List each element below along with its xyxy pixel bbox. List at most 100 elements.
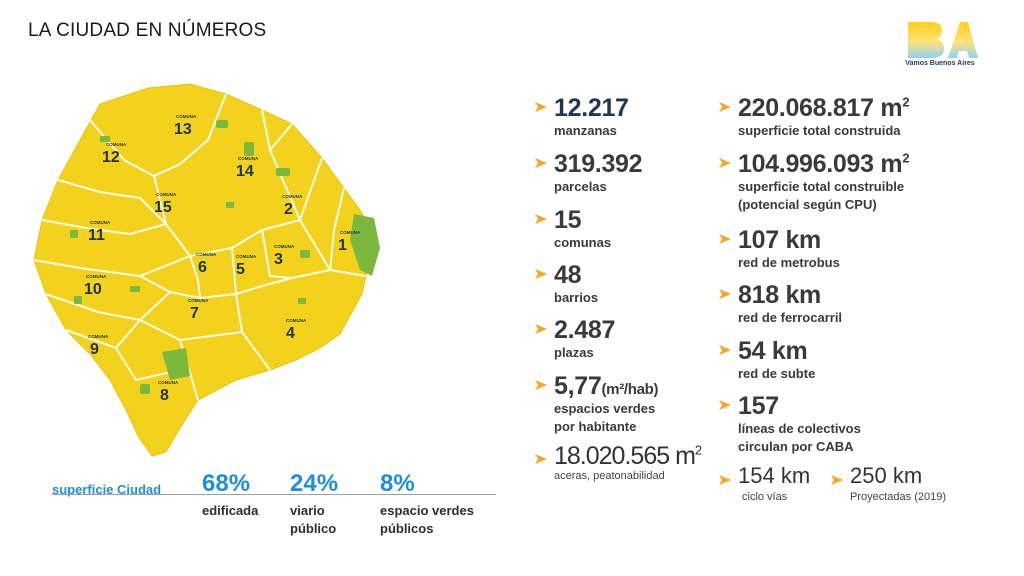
stat-label-line2: por habitante (554, 419, 637, 434)
comuna-label-1: 1 (338, 237, 347, 254)
stat-label: barrios (554, 290, 599, 305)
svg-text:COMUNA: COMUNA (88, 334, 109, 339)
stat-label: espacios verdes (554, 401, 656, 416)
stat-value: 104.996.093 m2 (738, 150, 910, 179)
stat-value: 18.020.565 m2 (554, 442, 702, 471)
comuna-label-2: 2 (284, 201, 293, 218)
comuna-captions: COMUNA COMUNA COMUNA COMUNA COMUNA COMUN… (86, 114, 361, 385)
stat-value: 2.487 (554, 316, 616, 344)
stat-label-line2: (potencial según CPU) (738, 197, 877, 212)
page-title: LA CIUDAD EN NÚMEROS (28, 20, 267, 41)
arrow-icon (535, 269, 547, 279)
stat-number: 5,77 (554, 372, 602, 400)
logo-tagline: Vamos Buenos Aires (905, 60, 975, 67)
map-outline (33, 83, 375, 457)
arrow-icon (535, 214, 547, 224)
stat-value: 48 (554, 261, 582, 289)
stat-label: red de subte (738, 366, 816, 381)
city-map: 1 2 3 4 5 6 7 8 9 10 11 12 13 14 15 COMU… (33, 83, 380, 457)
stat-label: superficie total construida (738, 123, 901, 138)
stat-label: plazas (554, 345, 594, 360)
stat-label: comunas (554, 235, 612, 250)
comuna-label-6: 6 (198, 259, 207, 276)
stat-label: manzanas (554, 123, 617, 138)
svg-text:COMUNA: COMUNA (196, 252, 217, 257)
stat-unit: (m²/hab) (601, 381, 659, 398)
arrow-icon (719, 400, 731, 410)
stat-superscript: 2 (902, 94, 910, 110)
comuna-label-3: 3 (274, 251, 283, 268)
stat-value: 15 (554, 206, 582, 234)
comuna-label-11: 11 (88, 227, 105, 244)
comuna-label-9: 9 (90, 341, 99, 358)
arrow-icon (535, 324, 547, 334)
comuna-label-10: 10 (84, 281, 102, 298)
svg-text:COMUNA: COMUNA (86, 274, 107, 279)
stat-label: Proyectadas (2019) (850, 491, 946, 503)
comuna-label-4: 4 (286, 325, 295, 342)
arrow-icon (719, 475, 731, 485)
comuna-label-13: 13 (174, 121, 192, 138)
arrow-icon (535, 380, 547, 390)
svg-text:COMUNA: COMUNA (236, 254, 257, 259)
summary-item-verdes: 8% espacio verdes públicos (380, 470, 474, 538)
stat-label: líneas de colectivos (738, 421, 861, 436)
stat-value: 220.068.817 m2 (738, 94, 910, 123)
ba-logo: Vamos Buenos Aires (898, 18, 982, 74)
stat-superscript: 2 (694, 442, 702, 458)
comuna-label-15: 15 (154, 199, 172, 216)
svg-text:COMUNA: COMUNA (176, 114, 197, 119)
stat-number: 18.020.565 m (554, 442, 696, 470)
svg-text:COMUNA: COMUNA (340, 230, 361, 235)
stat-label-line2: circulan por CABA (738, 439, 854, 454)
comuna-label-12: 12 (102, 149, 120, 166)
arrow-icon (719, 234, 731, 244)
summary-item-label: espacio verdes públicos (380, 503, 474, 536)
arrow-icon (719, 158, 731, 168)
svg-text:COMUNA: COMUNA (90, 220, 111, 225)
summary-percent: 8% (380, 470, 415, 497)
summary-item-edificada: 68% edificada (202, 470, 258, 520)
comuna-label-5: 5 (236, 261, 245, 278)
summary-item-label: viario público (290, 503, 337, 536)
svg-text:COMUNA: COMUNA (158, 380, 179, 385)
svg-text:COMUNA: COMUNA (286, 318, 307, 323)
arrow-icon (535, 454, 547, 464)
svg-text:COMUNA: COMUNA (238, 156, 259, 161)
stat-value: 250 km (850, 463, 923, 488)
arrow-icon (719, 289, 731, 299)
stat-value: 319.392 (554, 150, 643, 178)
svg-text:COMUNA: COMUNA (156, 192, 177, 197)
arrow-icon (535, 158, 547, 168)
stat-label: red de metrobus (738, 255, 840, 270)
summary-percent: 68% (202, 470, 251, 497)
svg-text:COMUNA: COMUNA (106, 142, 127, 147)
summary-label: superficie Ciudad (52, 482, 162, 497)
arrow-icon (535, 102, 547, 112)
summary-item-label: edificada (202, 503, 259, 518)
summary-percent: 24% (290, 470, 339, 497)
stat-superscript: 2 (902, 150, 910, 166)
stat-value: 12.217 (554, 94, 629, 122)
ba-logo-icon (908, 22, 978, 58)
stat-value: 107 km (738, 226, 821, 254)
stat-number: 104.996.093 m (738, 150, 903, 178)
parks (70, 120, 380, 394)
summary-item-viario: 24% viario público (290, 470, 338, 538)
comuna-borders (33, 93, 367, 401)
stat-label: ciclo vías (742, 491, 788, 503)
svg-text:COMUNA: COMUNA (274, 244, 295, 249)
comuna-label-7: 7 (190, 305, 199, 322)
stat-label: aceras, peatonabilidad (554, 470, 665, 482)
arrow-icon (719, 345, 731, 355)
comuna-label-14: 14 (236, 163, 254, 180)
stat-label: superficie total construible (738, 179, 905, 194)
stat-label: red de ferrocarril (738, 310, 843, 325)
svg-text:COMUNA: COMUNA (282, 194, 303, 199)
comuna-label-8: 8 (160, 387, 169, 404)
stat-label: parcelas (554, 179, 607, 194)
stat-value: 54 km (738, 337, 808, 365)
svg-text:COMUNA: COMUNA (188, 298, 209, 303)
stat-value: 818 km (738, 281, 821, 309)
arrow-icon (719, 102, 731, 112)
